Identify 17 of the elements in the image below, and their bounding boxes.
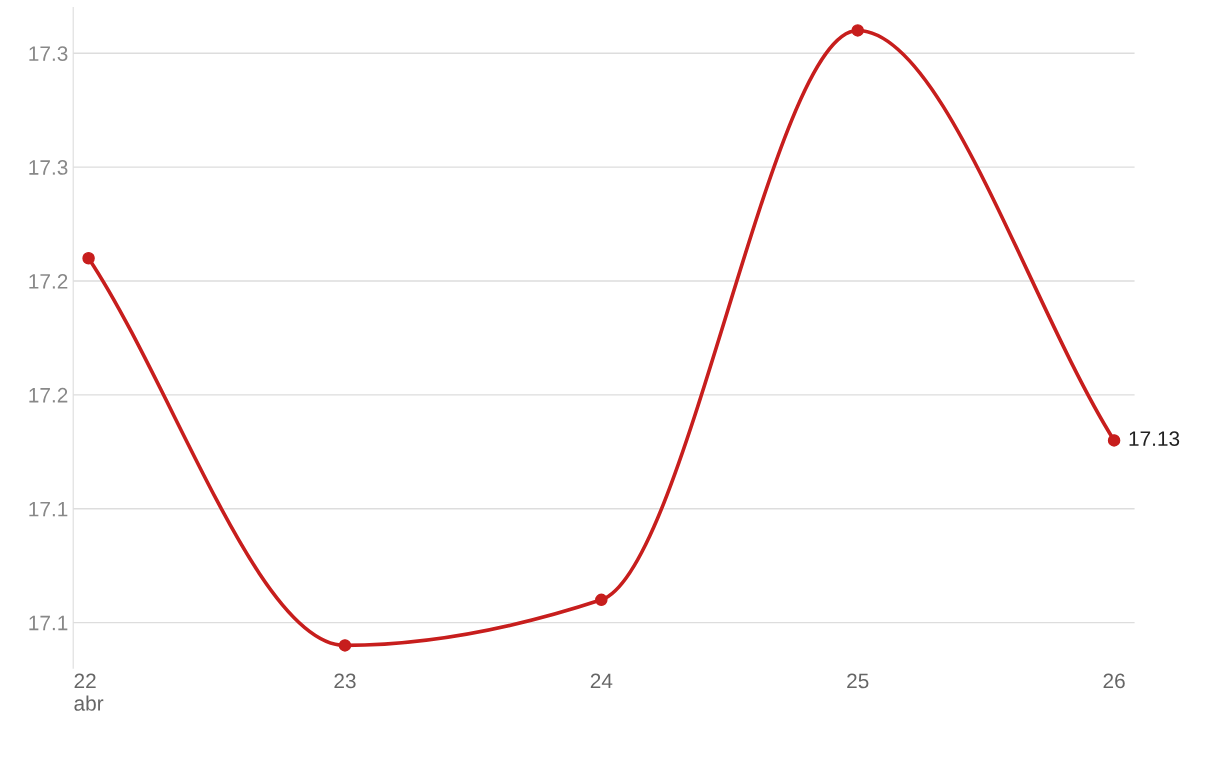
y-tick-label: 17.2 [29, 273, 68, 289]
point [1107, 434, 1121, 447]
point [338, 639, 352, 652]
y-tick-label: 17.3 [29, 160, 68, 175]
y-tick-label: 17.3 [29, 46, 68, 61]
y-tick-label: 17.1 [29, 501, 68, 517]
y-tick-label: 17.1 [29, 615, 68, 631]
point [851, 24, 864, 37]
x-tick-label: 23 [334, 673, 356, 689]
x-tick-label: 26 [1103, 673, 1125, 689]
point [595, 593, 608, 607]
x-tick-label: 25 [847, 673, 869, 689]
point [82, 251, 95, 265]
y-tick-label: 17.2 [29, 387, 68, 403]
x-tick-label: 22 abr [74, 673, 104, 711]
x-tick-label: 24 [590, 673, 613, 689]
data-label: 17.13 [1129, 431, 1180, 446]
